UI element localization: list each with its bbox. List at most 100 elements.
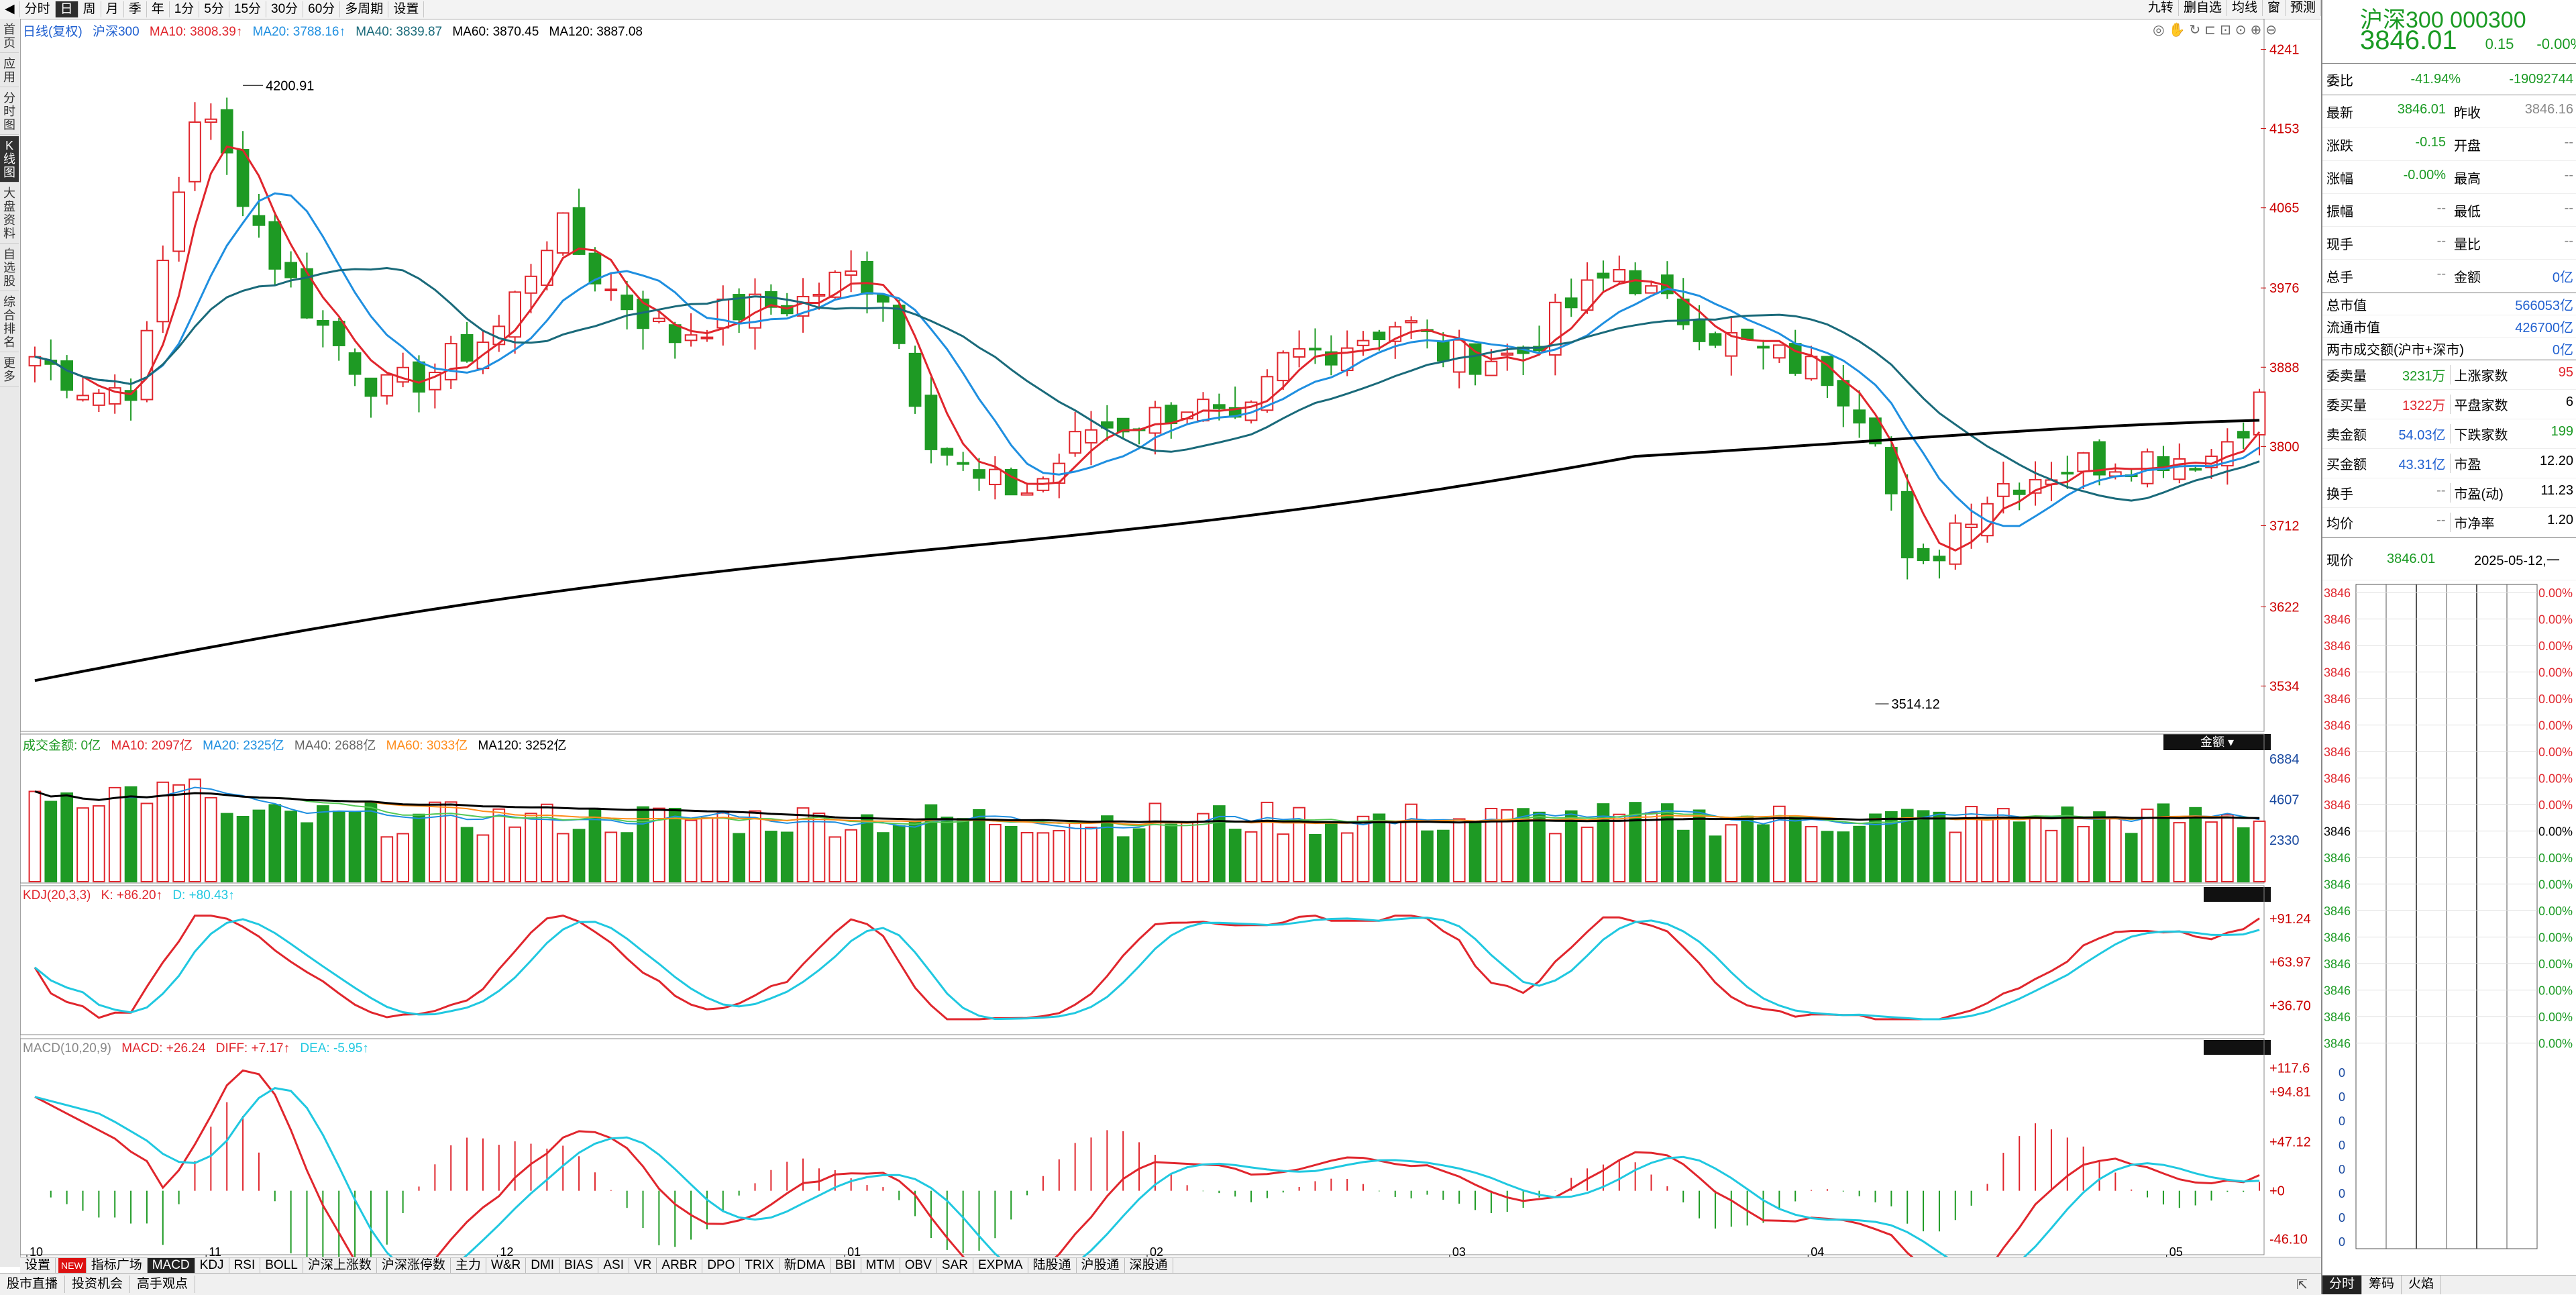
candle[interactable]	[1710, 331, 1721, 348]
candle[interactable]	[237, 131, 249, 216]
candle[interactable]	[1918, 543, 1929, 564]
indicator-2[interactable]: 指标广场	[87, 1258, 148, 1273]
candle[interactable]	[669, 322, 681, 359]
candle[interactable]	[1470, 344, 1481, 386]
candle[interactable]	[525, 264, 537, 313]
candle[interactable]	[1837, 365, 1849, 427]
candle[interactable]	[2030, 462, 2041, 506]
tab-1min[interactable]: 1分	[170, 1, 200, 17]
indicator-26[interactable]: 深股通	[1125, 1258, 1173, 1273]
candle[interactable]	[317, 310, 329, 347]
indicator-1[interactable]: NEW	[58, 1258, 87, 1273]
candle[interactable]	[926, 377, 937, 464]
candle[interactable]	[61, 355, 72, 398]
indicator-16[interactable]: DPO	[702, 1258, 740, 1273]
indicator-25[interactable]: 沪股通	[1077, 1258, 1125, 1273]
candle[interactable]	[205, 103, 217, 140]
nine-turn-button[interactable]: 九转	[2143, 0, 2179, 16]
indicator-22[interactable]: SAR	[937, 1258, 973, 1273]
kline-panel[interactable]	[20, 19, 2264, 731]
candle[interactable]	[1550, 294, 1561, 376]
panel-tab-flame[interactable]: 火焰	[2402, 1276, 2441, 1294]
candle[interactable]	[381, 374, 392, 404]
tab-multi-period[interactable]: 多周期	[340, 1, 388, 17]
chart-area[interactable]: 日线(复权) 沪深300 MA10: 3808.39↑ MA20: 3788.1…	[20, 19, 2321, 1267]
candle[interactable]	[2061, 456, 2073, 489]
candle[interactable]	[189, 102, 201, 191]
candle[interactable]	[574, 189, 585, 255]
opportunity-tab[interactable]: 投资机会	[65, 1276, 130, 1293]
macd-panel[interactable]	[20, 1039, 2264, 1255]
candle[interactable]	[541, 242, 553, 291]
nav-more[interactable]: 更多	[0, 354, 19, 386]
candle[interactable]	[366, 378, 377, 417]
indicator-6[interactable]: BOLL	[260, 1258, 303, 1273]
candle[interactable]	[397, 353, 409, 387]
forecast-button[interactable]: 预测	[2286, 0, 2321, 16]
candle[interactable]	[605, 272, 616, 301]
candle[interactable]	[1982, 497, 1993, 543]
candle[interactable]	[1806, 346, 1817, 380]
tab-5min[interactable]: 5分	[199, 1, 229, 17]
indicator-21[interactable]: OBV	[900, 1258, 937, 1273]
candle[interactable]	[350, 348, 361, 386]
indicator-11[interactable]: DMI	[526, 1258, 559, 1273]
tab-monthly[interactable]: 月	[101, 1, 124, 17]
candle[interactable]	[269, 213, 280, 286]
candle[interactable]	[733, 289, 745, 333]
candle[interactable]	[1150, 401, 1161, 454]
indicator-13[interactable]: ASI	[598, 1258, 629, 1273]
candle[interactable]	[717, 285, 729, 346]
indicator-9[interactable]: 主力	[451, 1258, 486, 1273]
candle[interactable]	[1405, 316, 1417, 339]
candle[interactable]	[429, 364, 441, 409]
window-button[interactable]: 窗	[2263, 0, 2286, 16]
indicator-14[interactable]: VR	[629, 1258, 657, 1273]
candle[interactable]	[1725, 316, 1737, 376]
candle[interactable]	[1629, 262, 1641, 295]
tab-intraday[interactable]: 分时	[20, 1, 56, 17]
candle[interactable]	[765, 284, 777, 315]
tab-30min[interactable]: 30分	[266, 1, 303, 17]
indicator-3[interactable]: MACD	[148, 1258, 195, 1273]
tab-yearly[interactable]: 年	[147, 1, 170, 17]
candle[interactable]	[333, 318, 345, 361]
candle[interactable]	[142, 321, 153, 403]
candle[interactable]	[557, 212, 569, 256]
tab-daily[interactable]: 日	[56, 1, 78, 17]
candle[interactable]	[1006, 468, 1017, 495]
nav-apps[interactable]: 应用	[0, 54, 19, 87]
indicator-23[interactable]: EXPMA	[973, 1258, 1028, 1273]
candle[interactable]	[894, 300, 905, 349]
expand-icon[interactable]: ⇱	[2296, 1276, 2308, 1293]
expert-view-tab[interactable]: 高手观点	[130, 1276, 195, 1293]
candle[interactable]	[93, 389, 105, 412]
remove-watchlist-button[interactable]: 删自选	[2179, 0, 2227, 16]
candle[interactable]	[1662, 261, 1673, 299]
candle[interactable]	[1309, 328, 1321, 364]
candle[interactable]	[509, 291, 521, 354]
nav-intraday[interactable]: 分时图	[0, 89, 19, 135]
candle[interactable]	[1774, 345, 1785, 363]
indicator-18[interactable]: 新DMA	[780, 1258, 830, 1273]
indicator-7[interactable]: 沪深上涨数	[303, 1258, 377, 1273]
candle[interactable]	[1053, 454, 1065, 498]
indicator-8[interactable]: 沪深涨停数	[377, 1258, 451, 1273]
nav-ranking[interactable]: 综合排名	[0, 293, 19, 352]
candle[interactable]	[1197, 392, 1209, 422]
candle[interactable]	[301, 253, 313, 319]
kline-chart-svg[interactable]: 4241415340653976388838003712362235344200…	[20, 19, 2321, 1257]
candle[interactable]	[1998, 462, 2009, 513]
tab-15min[interactable]: 15分	[229, 1, 266, 17]
indicator-12[interactable]: BIAS	[559, 1258, 598, 1273]
candle[interactable]	[1886, 436, 1897, 511]
candle[interactable]	[445, 336, 457, 389]
indicator-19[interactable]: BBI	[830, 1258, 861, 1273]
candle[interactable]	[173, 177, 184, 262]
tab-settings[interactable]: 设置	[388, 1, 424, 17]
candle[interactable]	[1949, 515, 1961, 570]
nav-kline[interactable]: K线图	[0, 136, 19, 183]
indicator-15[interactable]: ARBR	[657, 1258, 702, 1273]
candle[interactable]	[157, 246, 168, 333]
